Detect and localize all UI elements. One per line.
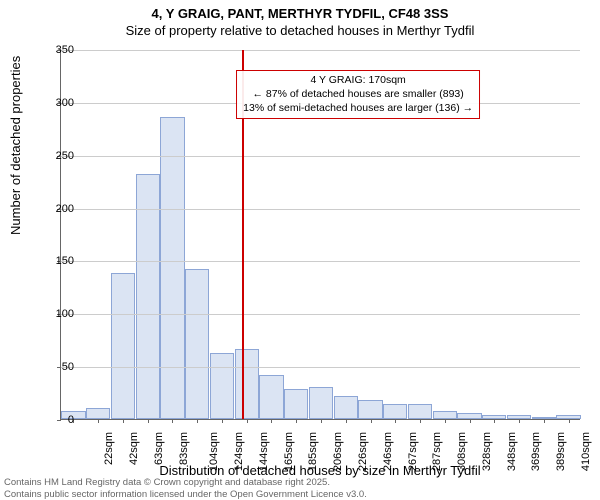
bar (160, 117, 184, 419)
xtick-mark (544, 419, 545, 423)
bar (235, 349, 259, 419)
bar (284, 389, 308, 419)
footer-attribution: Contains HM Land Registry data © Crown c… (4, 477, 367, 500)
bar (383, 404, 407, 419)
xtick-label: 308sqm (456, 432, 468, 471)
xtick-mark (569, 419, 570, 423)
ytick-label: 50 (34, 361, 74, 373)
xtick-mark (296, 419, 297, 423)
bar (210, 353, 234, 419)
xtick-mark (271, 419, 272, 423)
xtick-label: 63sqm (153, 432, 165, 465)
xtick-mark (494, 419, 495, 423)
xtick-mark (420, 419, 421, 423)
chart-container: 4, Y GRAIG, PANT, MERTHYR TYDFIL, CF48 3… (0, 0, 600, 500)
gridline (61, 314, 580, 315)
xtick-mark (247, 419, 248, 423)
bar (358, 400, 382, 419)
bar (185, 269, 209, 419)
annotation-line: 4 Y GRAIG: 170sqm (243, 74, 473, 88)
bar (334, 396, 358, 419)
xtick-label: 369sqm (530, 432, 542, 471)
y-axis-label: Number of detached properties (8, 56, 23, 235)
gridline (61, 261, 580, 262)
xtick-label: 124sqm (233, 432, 245, 471)
xtick-label: 206sqm (332, 432, 344, 471)
gridline (61, 50, 580, 51)
ytick-label: 350 (34, 44, 74, 56)
xtick-mark (395, 419, 396, 423)
xtick-label: 185sqm (308, 432, 320, 471)
ytick-label: 200 (34, 203, 74, 215)
bar (408, 404, 432, 419)
xtick-mark (346, 419, 347, 423)
ytick-label: 300 (34, 97, 74, 109)
xtick-label: 42sqm (128, 432, 140, 465)
title-line-1: 4, Y GRAIG, PANT, MERTHYR TYDFIL, CF48 3… (0, 6, 600, 21)
xtick-label: 348sqm (506, 432, 518, 471)
annotation-box: 4 Y GRAIG: 170sqm← 87% of detached house… (236, 70, 480, 119)
xtick-mark (321, 419, 322, 423)
xtick-mark (98, 419, 99, 423)
bar (86, 408, 110, 419)
bar (433, 411, 457, 419)
chart-title: 4, Y GRAIG, PANT, MERTHYR TYDFIL, CF48 3… (0, 6, 600, 38)
xtick-label: 226sqm (357, 432, 369, 471)
xtick-mark (371, 419, 372, 423)
xtick-mark (445, 419, 446, 423)
plot-area: 4 Y GRAIG: 170sqm← 87% of detached house… (60, 50, 580, 420)
ytick-label: 100 (34, 308, 74, 320)
title-line-2: Size of property relative to detached ho… (0, 23, 600, 38)
xtick-label: 83sqm (178, 432, 190, 465)
bar (259, 375, 283, 419)
xtick-label: 287sqm (431, 432, 443, 471)
xtick-mark (172, 419, 173, 423)
annotation-line: 13% of semi-detached houses are larger (… (243, 102, 473, 116)
xtick-label: 165sqm (283, 432, 295, 471)
xtick-mark (470, 419, 471, 423)
ytick-label: 0 (34, 414, 74, 426)
x-axis-label: Distribution of detached houses by size … (60, 463, 580, 478)
xtick-label: 328sqm (481, 432, 493, 471)
bar (136, 174, 160, 419)
gridline (61, 367, 580, 368)
xtick-label: 144sqm (258, 432, 270, 471)
bar (309, 387, 333, 419)
gridline (61, 209, 580, 210)
xtick-mark (123, 419, 124, 423)
xtick-mark (519, 419, 520, 423)
annotation-line: ← 87% of detached houses are smaller (89… (243, 88, 473, 102)
xtick-label: 389sqm (555, 432, 567, 471)
bar (111, 273, 135, 419)
gridline (61, 156, 580, 157)
xtick-mark (197, 419, 198, 423)
xtick-mark (222, 419, 223, 423)
xtick-label: 22sqm (103, 432, 115, 465)
xtick-mark (148, 419, 149, 423)
xtick-label: 246sqm (382, 432, 394, 471)
ytick-label: 150 (34, 255, 74, 267)
xtick-label: 104sqm (209, 432, 221, 471)
xtick-label: 410sqm (580, 432, 592, 471)
ytick-label: 250 (34, 150, 74, 162)
xtick-label: 267sqm (407, 432, 419, 471)
footer-line-1: Contains HM Land Registry data © Crown c… (4, 477, 367, 488)
footer-line-2: Contains public sector information licen… (4, 489, 367, 500)
